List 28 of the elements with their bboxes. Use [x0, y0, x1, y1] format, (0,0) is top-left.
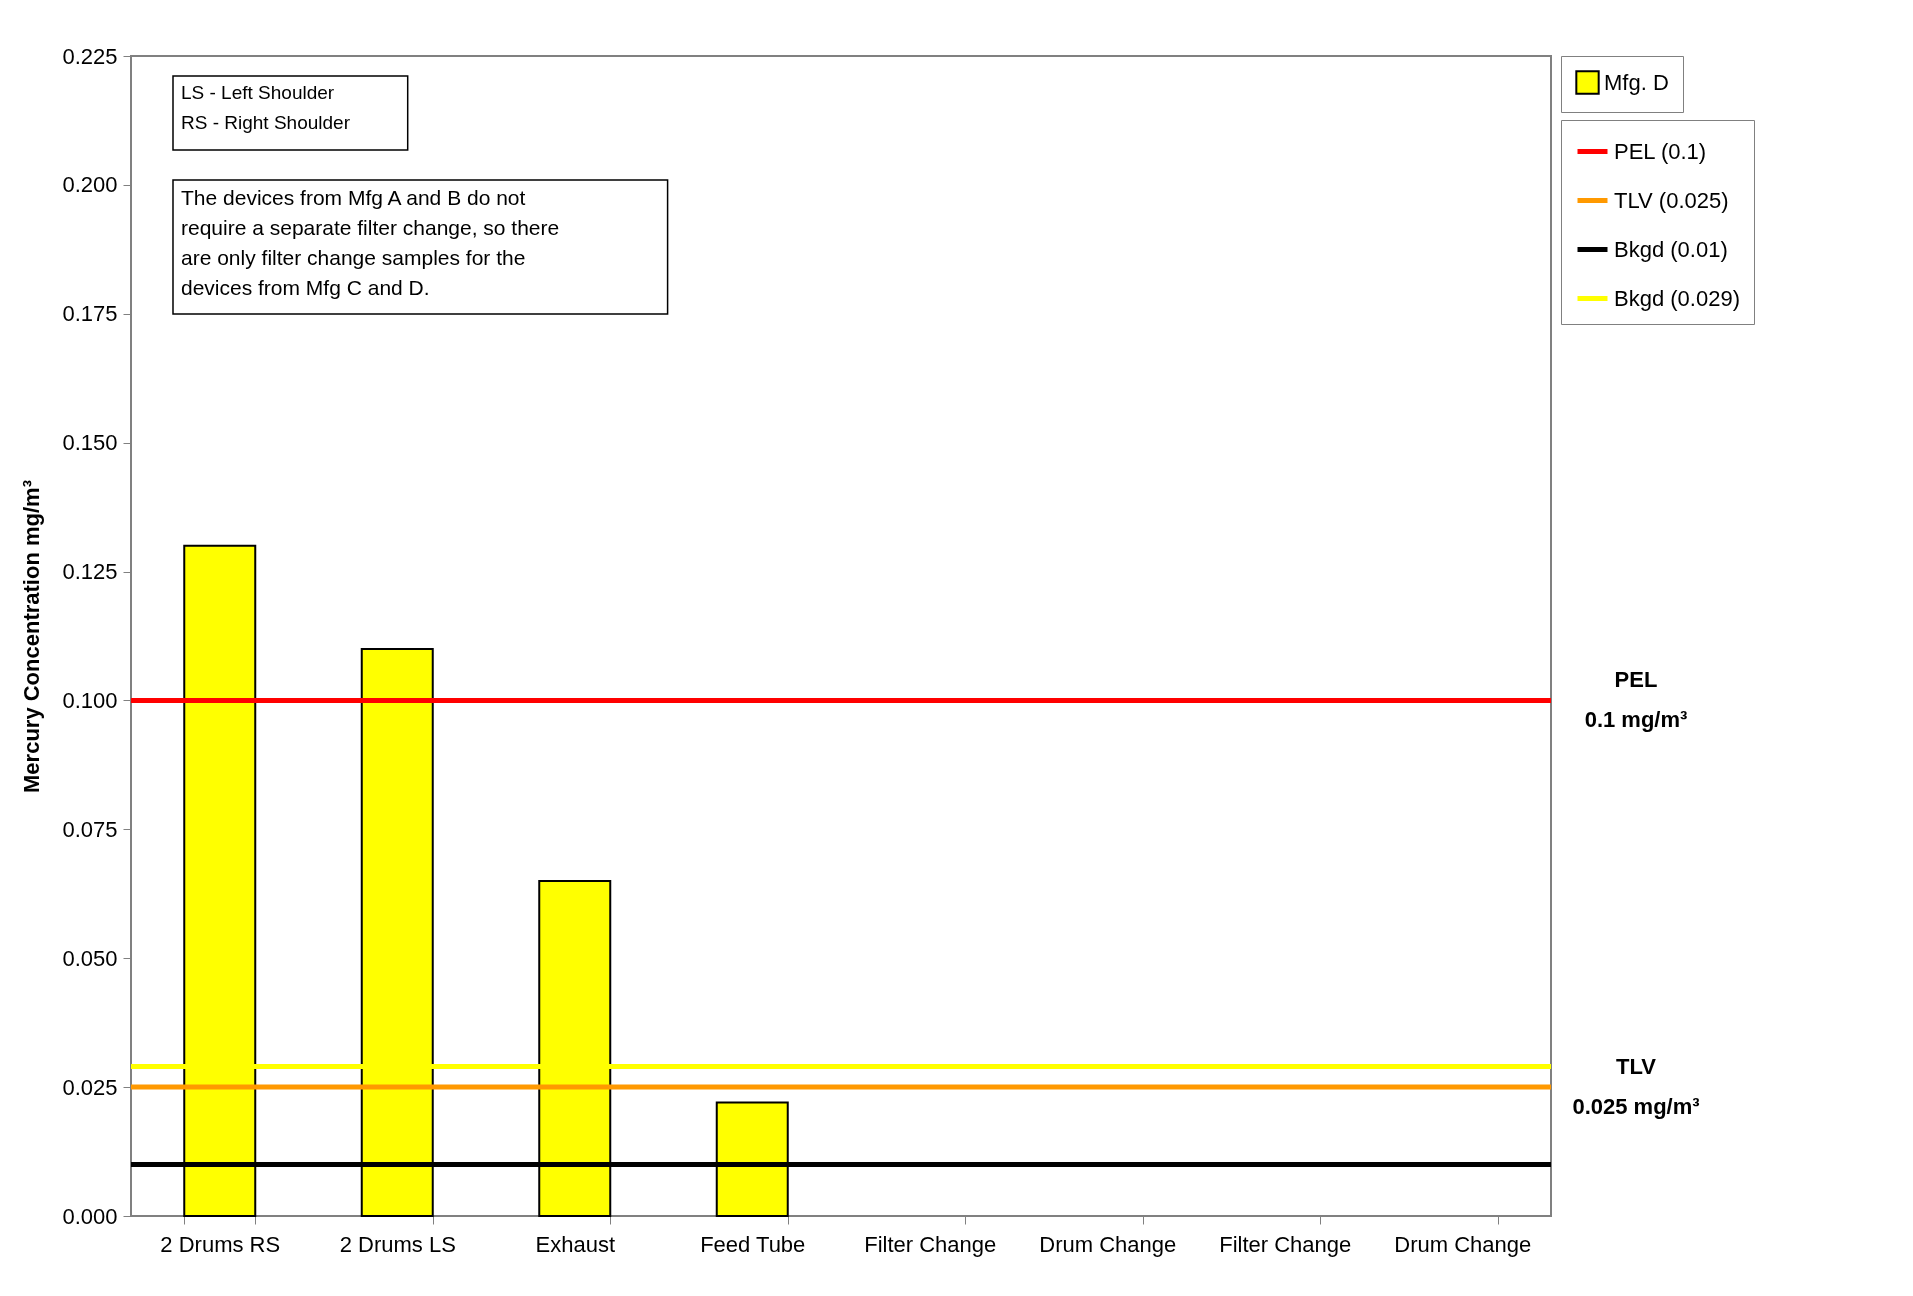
x-tick-label: Feed Tube	[700, 1231, 806, 1257]
x-tick-label: Exhaust	[535, 1231, 615, 1257]
y-tick-label: 0.075	[62, 816, 118, 842]
text: TLV 0.025 mg/m³	[1572, 1054, 1700, 1120]
legend-label: Mfg. D	[1604, 69, 1669, 95]
legend-label: Bkgd (0.01)	[1614, 236, 1728, 262]
x-tick-label: 2 Drums LS	[339, 1231, 456, 1257]
legend-label: PEL (0.1)	[1614, 138, 1707, 164]
y-tick-label: 0.025	[62, 1074, 118, 1100]
y-tick-label: 0.125	[62, 559, 118, 585]
x-tick-label: 2 Drums RS	[160, 1231, 281, 1257]
y-tick-label: 0.225	[62, 43, 118, 69]
x-tick-label: Filter Change	[1219, 1231, 1352, 1257]
y-tick-label: 0.150	[62, 430, 118, 456]
legend-label: TLV (0.025)	[1614, 187, 1729, 213]
x-tick-label: Drum Change	[1394, 1231, 1532, 1257]
annotation: The devices from Mfg A and B do not require a separate filter change, so there are only filter change samples for the devices from Mfg C and D.	[181, 186, 560, 299]
legend-label: Bkgd (0.029)	[1614, 285, 1740, 311]
x-tick-label: Drum Change	[1039, 1231, 1177, 1257]
y-axis-title: Mercury Concentration mg/m³	[19, 480, 45, 793]
annotation: LS - Left Shoulder RS - Right Shoulder	[181, 82, 351, 133]
y-tick-label: 0.175	[62, 301, 118, 327]
y-tick-label: 0.000	[62, 1203, 118, 1229]
y-tick-label: 0.200	[62, 172, 118, 198]
y-tick-label: 0.050	[62, 945, 118, 971]
y-tick-label: 0.100	[62, 687, 118, 713]
x-tick-label: Filter Change	[864, 1231, 997, 1257]
text: PEL 0.1 mg/m³	[1584, 667, 1688, 733]
